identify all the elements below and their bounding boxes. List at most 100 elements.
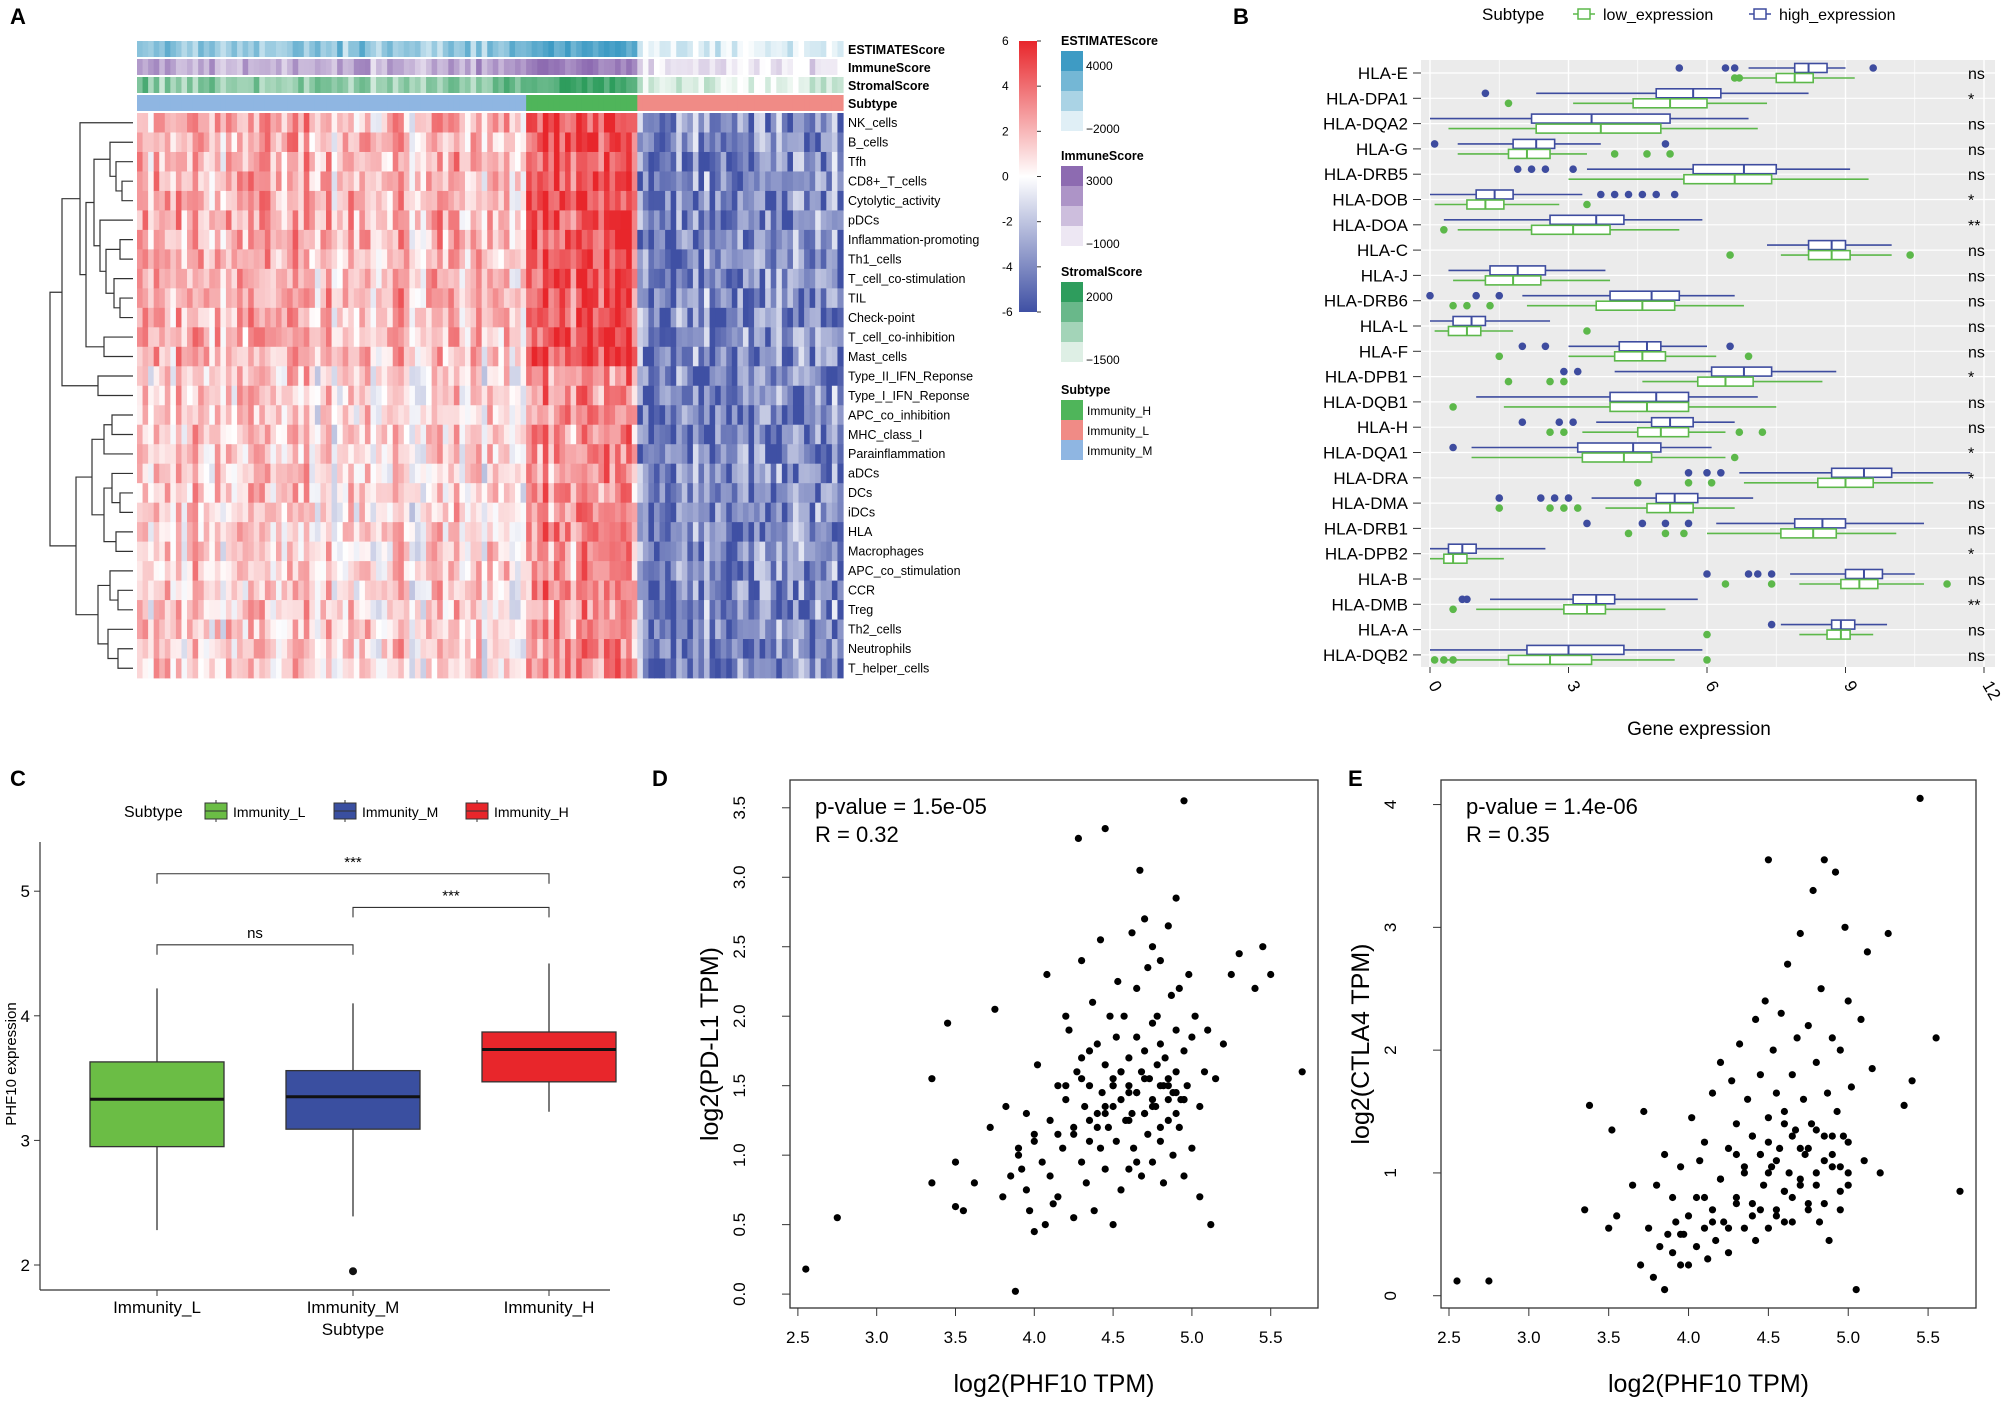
heatmap-cell [642,639,650,659]
subtype-cell [214,95,221,111]
heatmap-cell [770,366,777,387]
heatmap-cell [192,483,199,504]
heatmap-cell [542,405,549,426]
heatmap-cell [481,405,488,426]
heatmap-cell [142,210,149,231]
heatmap-cell [581,522,588,543]
heatmap-cell [676,424,683,445]
heatmap-cell [592,385,599,406]
scatter-point [1172,1109,1180,1118]
heatmap-cell [626,151,633,172]
heatmap-cell [498,444,505,465]
heatmap-cell [298,463,305,484]
heatmap-cell [448,132,455,153]
heatmap-cell [426,249,433,270]
annotation-cell [509,77,516,93]
heatmap-cell [659,210,666,231]
heatmap-cell [553,190,561,211]
heatmap-cell [275,151,283,172]
heatmap-cell [642,151,650,172]
heatmap-cell [498,366,505,387]
heatmap-cell [337,190,344,211]
heatmap-cell [731,522,738,543]
heatmap-cell [414,132,422,153]
heatmap-cell [704,288,711,309]
heatmap-cell [403,463,410,484]
heatmap-cell [759,113,766,133]
annotation-cell [175,59,183,75]
heatmap-cell [748,210,755,231]
outlier-point [1767,580,1776,588]
heatmap-cell [759,561,766,581]
heatmap-cell [370,541,377,562]
heatmap-cell [164,307,171,328]
heatmap-cell [187,190,194,211]
heatmap-cell [637,307,644,328]
heatmap-cell [159,385,166,406]
heatmap-cell [581,619,588,640]
heatmap-cell [225,561,233,581]
outlier-point [1717,469,1725,477]
heatmap-cell [187,463,194,484]
scatter-point [1613,1212,1621,1220]
heatmap-cell [698,268,705,289]
outlier-point [1684,469,1693,477]
box [1650,416,1694,428]
heatmap-cell [565,171,572,192]
heatmap-cell [225,424,233,445]
heatmap-cell [309,405,316,426]
heatmap-cell [192,639,199,659]
heatmap-cell [492,658,499,679]
heatmap-cell [292,288,299,309]
heatmap-cell [392,658,399,679]
heatmap-cell [203,288,210,309]
heatmap-cell [248,639,255,659]
heatmap-cell [470,600,477,620]
heatmap-cell [531,522,538,543]
heatmap-cell [598,541,605,562]
comparison-label: *** [442,887,460,904]
heatmap-cell [442,463,449,484]
heatmap-cell [637,346,644,367]
heatmap-cell [809,658,816,679]
scatter-point [1137,1068,1146,1076]
heatmap-cell [720,190,727,211]
heatmap-cell [770,444,777,465]
heatmap-cell [754,600,761,620]
heatmap-cell [270,463,277,484]
annotation-cell [704,41,711,57]
heatmap-cell [220,522,227,543]
heatmap-cell [520,268,527,289]
heatmap-cell [303,444,310,465]
heatmap-cell [587,522,594,543]
heatmap-cell [464,171,472,192]
scatter-point [1085,1047,1094,1055]
heatmap-cell [298,113,305,133]
heatmap-cell [626,639,633,659]
heatmap-cell [498,619,505,640]
heatmap-cell [565,113,572,133]
heatmap-cell [659,541,666,562]
heatmap-cell [175,210,183,231]
heatmap-cell [337,502,344,523]
heatmap-cell [742,541,750,562]
heatmap-cell [225,580,233,601]
annotation-cell [164,59,171,75]
heatmap-cell [292,229,299,250]
annotation-cell [698,59,705,75]
heatmap-cell [348,268,355,289]
heatmap-cell [481,444,488,465]
heatmap-cell [492,210,499,231]
heatmap-cell [520,385,527,406]
outlier-point [1449,301,1457,310]
heatmap-cell [804,346,811,367]
heatmap-cell [792,522,800,543]
heatmap-cell [248,229,255,250]
heatmap-cell [159,113,166,133]
heatmap-cell [242,190,249,211]
outlier-point [1744,352,1753,361]
heatmap-cell [203,346,210,367]
annotation-cell [259,77,266,93]
heatmap-cell [403,444,410,465]
heatmap-cell [548,210,555,231]
